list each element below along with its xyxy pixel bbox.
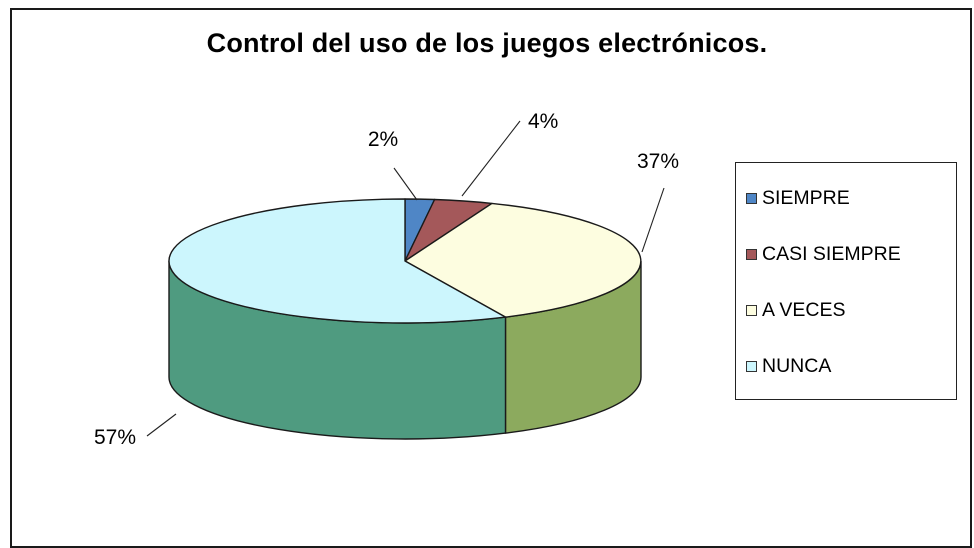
data-label-nunca: 57% xyxy=(94,426,136,449)
legend-swatch-a-veces xyxy=(746,304,757,316)
data-label-siempre: 2% xyxy=(368,128,398,151)
data-label-casi-siempre: 4% xyxy=(528,110,558,133)
pie-slice-nunca xyxy=(168,198,507,324)
legend-label-casi-siempre: CASI SIEMPRE xyxy=(762,242,901,265)
legend-swatch-siempre xyxy=(746,192,757,204)
legend-item-siempre: SIEMPRE xyxy=(746,186,850,210)
chart-title: Control del uso de los juegos electrónic… xyxy=(206,28,768,58)
legend-label-nunca: NUNCA xyxy=(762,354,832,377)
pie-slice-a-veces xyxy=(404,202,642,318)
leader-line-a-veces xyxy=(641,187,665,253)
data-label-a-veces: 37% xyxy=(637,150,679,173)
legend-item-nunca: NUNCA xyxy=(746,354,831,378)
leader-line-nunca xyxy=(146,413,177,437)
leader-line-casi-siempre xyxy=(461,120,521,197)
leader-line-siempre xyxy=(393,167,418,201)
legend-swatch-casi-siempre xyxy=(746,248,757,260)
legend: SIEMPRE CASI SIEMPRE A VECES NUNCA xyxy=(735,162,957,400)
legend-label-siempre: SIEMPRE xyxy=(762,186,850,209)
legend-label-a-veces: A VECES xyxy=(762,298,846,321)
legend-item-a-veces: A VECES xyxy=(746,298,845,322)
legend-item-casi-siempre: CASI SIEMPRE xyxy=(746,242,901,266)
pie-chart: 2% 4% 37% 57% xyxy=(94,110,679,449)
legend-swatch-nunca xyxy=(746,360,757,372)
